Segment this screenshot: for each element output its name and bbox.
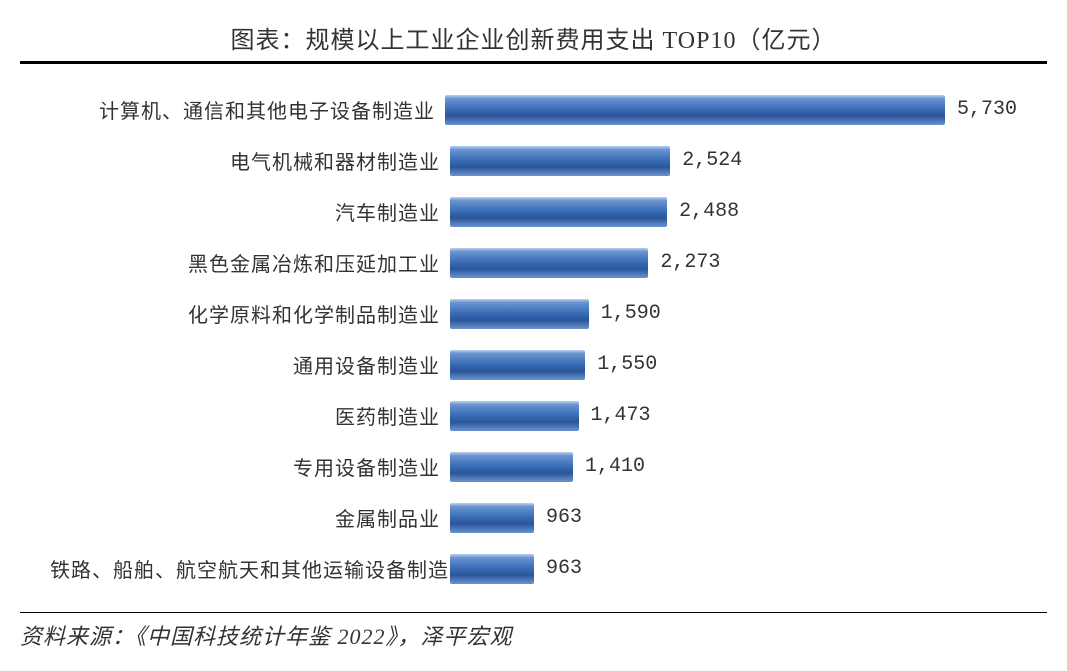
value-label: 2,488: [679, 200, 739, 223]
category-label: 电气机械和器材制造业: [50, 146, 450, 175]
value-label: 1,550: [597, 353, 657, 376]
bar-row: 黑色金属冶炼和压延加工业 2,273: [50, 237, 1017, 288]
value-label: 1,473: [591, 404, 651, 427]
bar: [450, 248, 648, 278]
bar-area: 5,730: [445, 95, 1017, 125]
category-label: 专用设备制造业: [50, 452, 450, 481]
chart-title: 图表：规模以上工业企业创新费用支出 TOP10（亿元）: [20, 20, 1047, 61]
bar: [445, 95, 945, 125]
bar-row: 化学原料和化学制品制造业 1,590: [50, 288, 1017, 339]
bar-area: 1,473: [450, 401, 1017, 431]
bar-area: 1,590: [450, 299, 1017, 329]
value-label: 963: [546, 557, 582, 580]
bar: [450, 554, 534, 584]
bar-row: 金属制品业 963: [50, 492, 1017, 543]
category-label: 金属制品业: [50, 503, 450, 532]
bar-area: 2,488: [450, 197, 1017, 227]
bar-row: 计算机、通信和其他电子设备制造业 5,730: [50, 84, 1017, 135]
bar: [450, 197, 667, 227]
bar-area: 2,273: [450, 248, 1017, 278]
category-label: 通用设备制造业: [50, 350, 450, 379]
value-label: 2,273: [660, 251, 720, 274]
bar-area: 1,410: [450, 452, 1017, 482]
category-label: 计算机、通信和其他电子设备制造业: [50, 95, 445, 124]
bar-area: 963: [450, 554, 1017, 584]
bar-row: 电气机械和器材制造业 2,524: [50, 135, 1017, 186]
bar: [450, 401, 579, 431]
chart-container: 图表：规模以上工业企业创新费用支出 TOP10（亿元） 计算机、通信和其他电子设…: [20, 20, 1047, 651]
value-label: 963: [546, 506, 582, 529]
value-label: 1,410: [585, 455, 645, 478]
category-label: 医药制造业: [50, 401, 450, 430]
bar: [450, 299, 589, 329]
bar-row: 通用设备制造业 1,550: [50, 339, 1017, 390]
category-label: 汽车制造业: [50, 197, 450, 226]
value-label: 1,590: [601, 302, 661, 325]
bar-area: 1,550: [450, 350, 1017, 380]
bar-row: 铁路、船舶、航空航天和其他运输设备制造业 963: [50, 543, 1017, 594]
category-label: 铁路、船舶、航空航天和其他运输设备制造业: [50, 554, 450, 583]
bar-row: 专用设备制造业 1,410: [50, 441, 1017, 492]
chart-source: 资料来源：《中国科技统计年鉴 2022》，泽平宏观: [20, 613, 1047, 651]
bar-area: 2,524: [450, 146, 1017, 176]
bar: [450, 503, 534, 533]
plot-area: 计算机、通信和其他电子设备制造业 5,730 电气机械和器材制造业 2,524 汽车制造…: [20, 64, 1047, 612]
bar-row: 医药制造业 1,473: [50, 390, 1017, 441]
bar: [450, 146, 670, 176]
value-label: 5,730: [957, 98, 1017, 121]
bar-area: 963: [450, 503, 1017, 533]
bar: [450, 452, 573, 482]
category-label: 化学原料和化学制品制造业: [50, 299, 450, 328]
category-label: 黑色金属冶炼和压延加工业: [50, 248, 450, 277]
bar-row: 汽车制造业 2,488: [50, 186, 1017, 237]
bar: [450, 350, 585, 380]
value-label: 2,524: [682, 149, 742, 172]
